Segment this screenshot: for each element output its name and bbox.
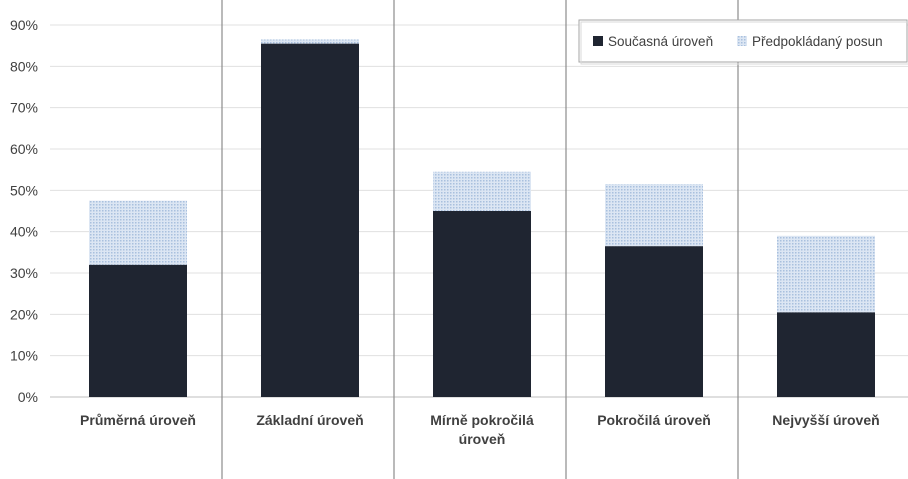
legend-shadow <box>580 21 908 65</box>
bar-expected-shift <box>89 200 187 265</box>
bar-current-level <box>777 312 875 397</box>
bars <box>89 39 875 397</box>
bar-current-level <box>89 264 187 397</box>
y-tick-label: 20% <box>10 306 38 322</box>
y-tick-label: 50% <box>10 182 38 198</box>
y-tick-label: 40% <box>10 224 38 240</box>
y-axis-ticks: 0% 10% 20% 30% 40% 50% 60% 70% 80% 90% <box>10 17 38 405</box>
x-category-label: Průměrná úroveň <box>80 412 196 428</box>
x-category-label: Nejvyšší úroveň <box>772 412 879 428</box>
category-separators <box>221 0 739 479</box>
x-axis-categories: Průměrná úroveň Základní úroveň Mírně pokr… <box>80 412 880 447</box>
bar-expected-shift <box>433 171 531 211</box>
legend-swatch-expected <box>737 36 747 46</box>
x-category-label: Pokročilá úroveň <box>597 412 711 428</box>
bar-expected-shift <box>777 235 875 313</box>
bar-current-level <box>605 246 703 397</box>
y-tick-label: 30% <box>10 265 38 281</box>
legend: Současná úroveň Předpokládaný posun <box>578 19 908 65</box>
y-tick-label: 60% <box>10 141 38 157</box>
x-category-label: Mírně pokročilá úroveň <box>430 412 534 447</box>
y-tick-label: 70% <box>10 100 38 116</box>
y-tick-label: 10% <box>10 348 38 364</box>
bar-expected-shift <box>605 184 703 247</box>
bar-current-level <box>433 211 531 397</box>
bar-current-level <box>261 43 359 397</box>
legend-swatch-current <box>593 36 603 46</box>
legend-label-expected: Předpokládaný posun <box>752 34 883 49</box>
y-tick-label: 0% <box>18 389 38 405</box>
y-tick-label: 90% <box>10 17 38 33</box>
legend-label-current: Současná úroveň <box>608 34 713 49</box>
bar-expected-shift <box>261 39 359 44</box>
y-tick-label: 80% <box>10 58 38 74</box>
x-category-label: Základní úroveň <box>256 412 363 428</box>
